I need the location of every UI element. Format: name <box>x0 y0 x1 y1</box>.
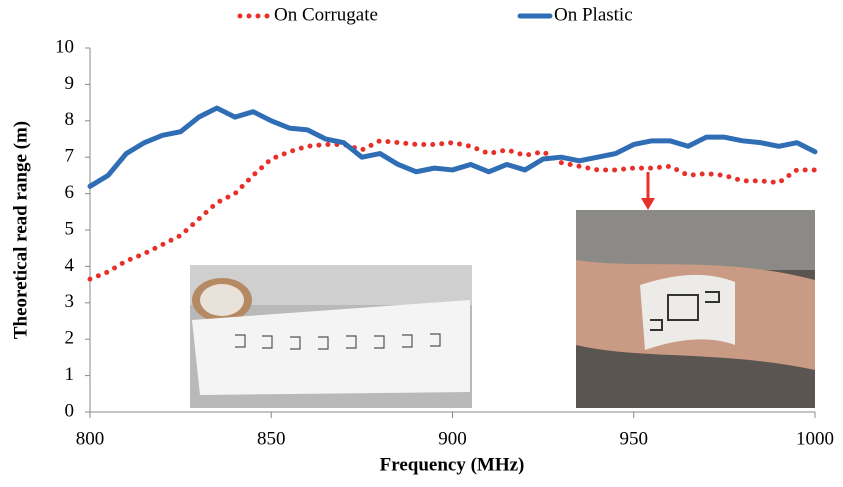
y-tick-label: 1 <box>65 364 75 385</box>
wrist-photo <box>576 210 815 408</box>
arrow <box>641 172 655 210</box>
y-tick-label: 9 <box>65 73 75 94</box>
x-tick-label: 850 <box>257 428 286 449</box>
x-tick-label: 1000 <box>796 428 834 449</box>
y-tick-label: 7 <box>65 146 75 167</box>
legend-label: On Plastic <box>554 4 633 25</box>
y-tick-label: 3 <box>65 291 75 312</box>
x-tick-label: 950 <box>620 428 649 449</box>
y-axis-title: Theoretical read range (m) <box>10 121 31 339</box>
y-tick-label: 10 <box>55 36 74 57</box>
page: {"chart_data": {"type": "line", "xlabel"… <box>0 0 843 487</box>
x-tick-label: 900 <box>438 428 467 449</box>
y-tick-label: 8 <box>65 109 75 130</box>
chart: Frequency (MHz) Theoretical read range (… <box>0 0 843 487</box>
y-tick-label: 5 <box>65 218 75 239</box>
series-line <box>90 108 815 186</box>
y-tick-label: 0 <box>65 400 75 421</box>
roll-photo <box>190 265 472 408</box>
x-tick-label: 800 <box>76 428 105 449</box>
legend-label: On Corrugate <box>274 4 378 25</box>
y-tick-label: 4 <box>65 255 75 276</box>
y-tick-label: 2 <box>65 328 75 349</box>
y-tick-label: 6 <box>65 182 75 203</box>
x-axis-title: Frequency (MHz) <box>380 454 525 475</box>
